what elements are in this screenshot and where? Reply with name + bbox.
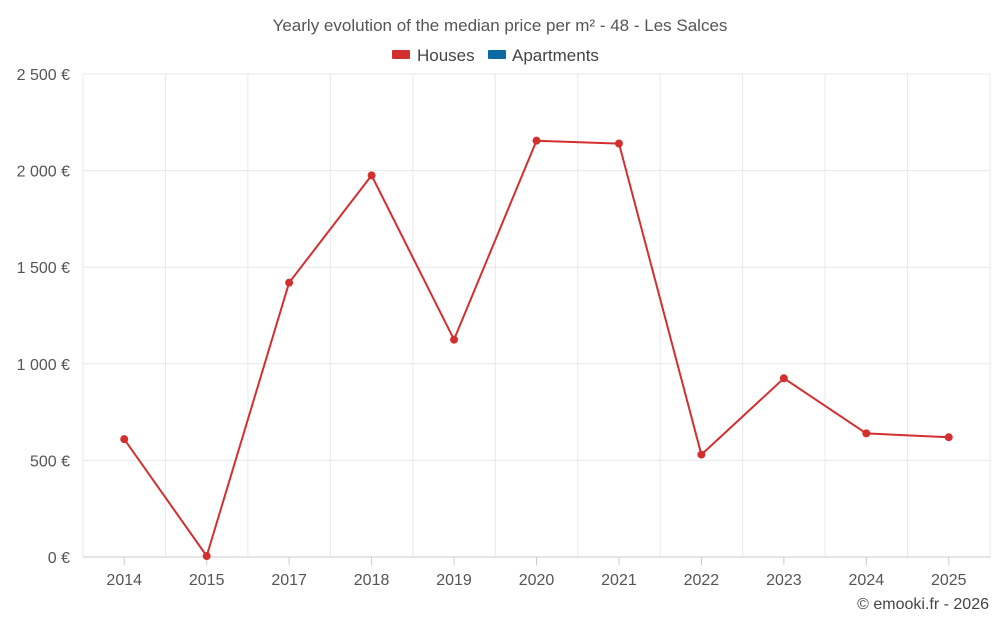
data-point-houses-2015[interactable] — [202, 552, 211, 561]
x-tick-label: 2017 — [271, 572, 307, 589]
credit: © emooki.fr - 2026 — [857, 596, 989, 613]
y-tick-label: 0 € — [48, 550, 70, 567]
data-point-houses-2014[interactable] — [120, 435, 129, 444]
legend-item-houses[interactable]: Houses — [392, 46, 475, 65]
x-tick-label: 2018 — [354, 572, 390, 589]
y-tick-label: 1 500 € — [17, 260, 70, 277]
x-tick-label: 2015 — [189, 572, 225, 589]
x-tick-label: 2024 — [849, 572, 885, 589]
data-point-houses-2019[interactable] — [450, 335, 459, 344]
legend-item-apartments[interactable]: Apartments — [488, 46, 599, 65]
x-axis: 2014 2015 2017 2018 2019 2020 2021 2022 2023 2024… — [83, 556, 990, 589]
x-tick-label: 2023 — [766, 572, 802, 589]
data-point-houses-2021[interactable] — [614, 139, 623, 148]
legend-swatch-houses — [392, 50, 410, 59]
chart-title: Yearly evolution of the median price per… — [273, 16, 728, 35]
y-tick-label: 1 000 € — [17, 357, 70, 374]
data-point-houses-2020[interactable] — [532, 136, 541, 145]
y-tick-label: 2 500 € — [17, 67, 70, 84]
y-tick-label: 500 € — [30, 453, 70, 470]
x-tick-label: 2021 — [601, 572, 637, 589]
legend-label-apartments: Apartments — [512, 46, 599, 65]
x-tick-label: 2022 — [684, 572, 720, 589]
data-point-houses-2017[interactable] — [285, 278, 294, 287]
grid — [82, 73, 991, 557]
x-tick-label: 2014 — [106, 572, 142, 589]
legend-swatch-apartments — [488, 50, 506, 59]
data-point-houses-2025[interactable] — [944, 433, 953, 442]
x-tick-label: 2020 — [519, 572, 555, 589]
x-tick-label: 2025 — [931, 572, 967, 589]
legend-label-houses: Houses — [417, 46, 475, 65]
data-point-houses-2022[interactable] — [697, 450, 706, 459]
series-layer — [120, 136, 953, 561]
x-tick-label: 2019 — [436, 572, 472, 589]
y-axis: 0 € 500 € 1 000 € 1 500 € 2 000 € 2 500 € — [17, 67, 70, 567]
data-point-houses-2018[interactable] — [367, 171, 376, 180]
y-tick-label: 2 000 € — [17, 164, 70, 181]
data-point-houses-2023[interactable] — [779, 374, 788, 383]
data-point-houses-2024[interactable] — [862, 429, 871, 438]
legend: Houses Apartments — [392, 46, 599, 65]
